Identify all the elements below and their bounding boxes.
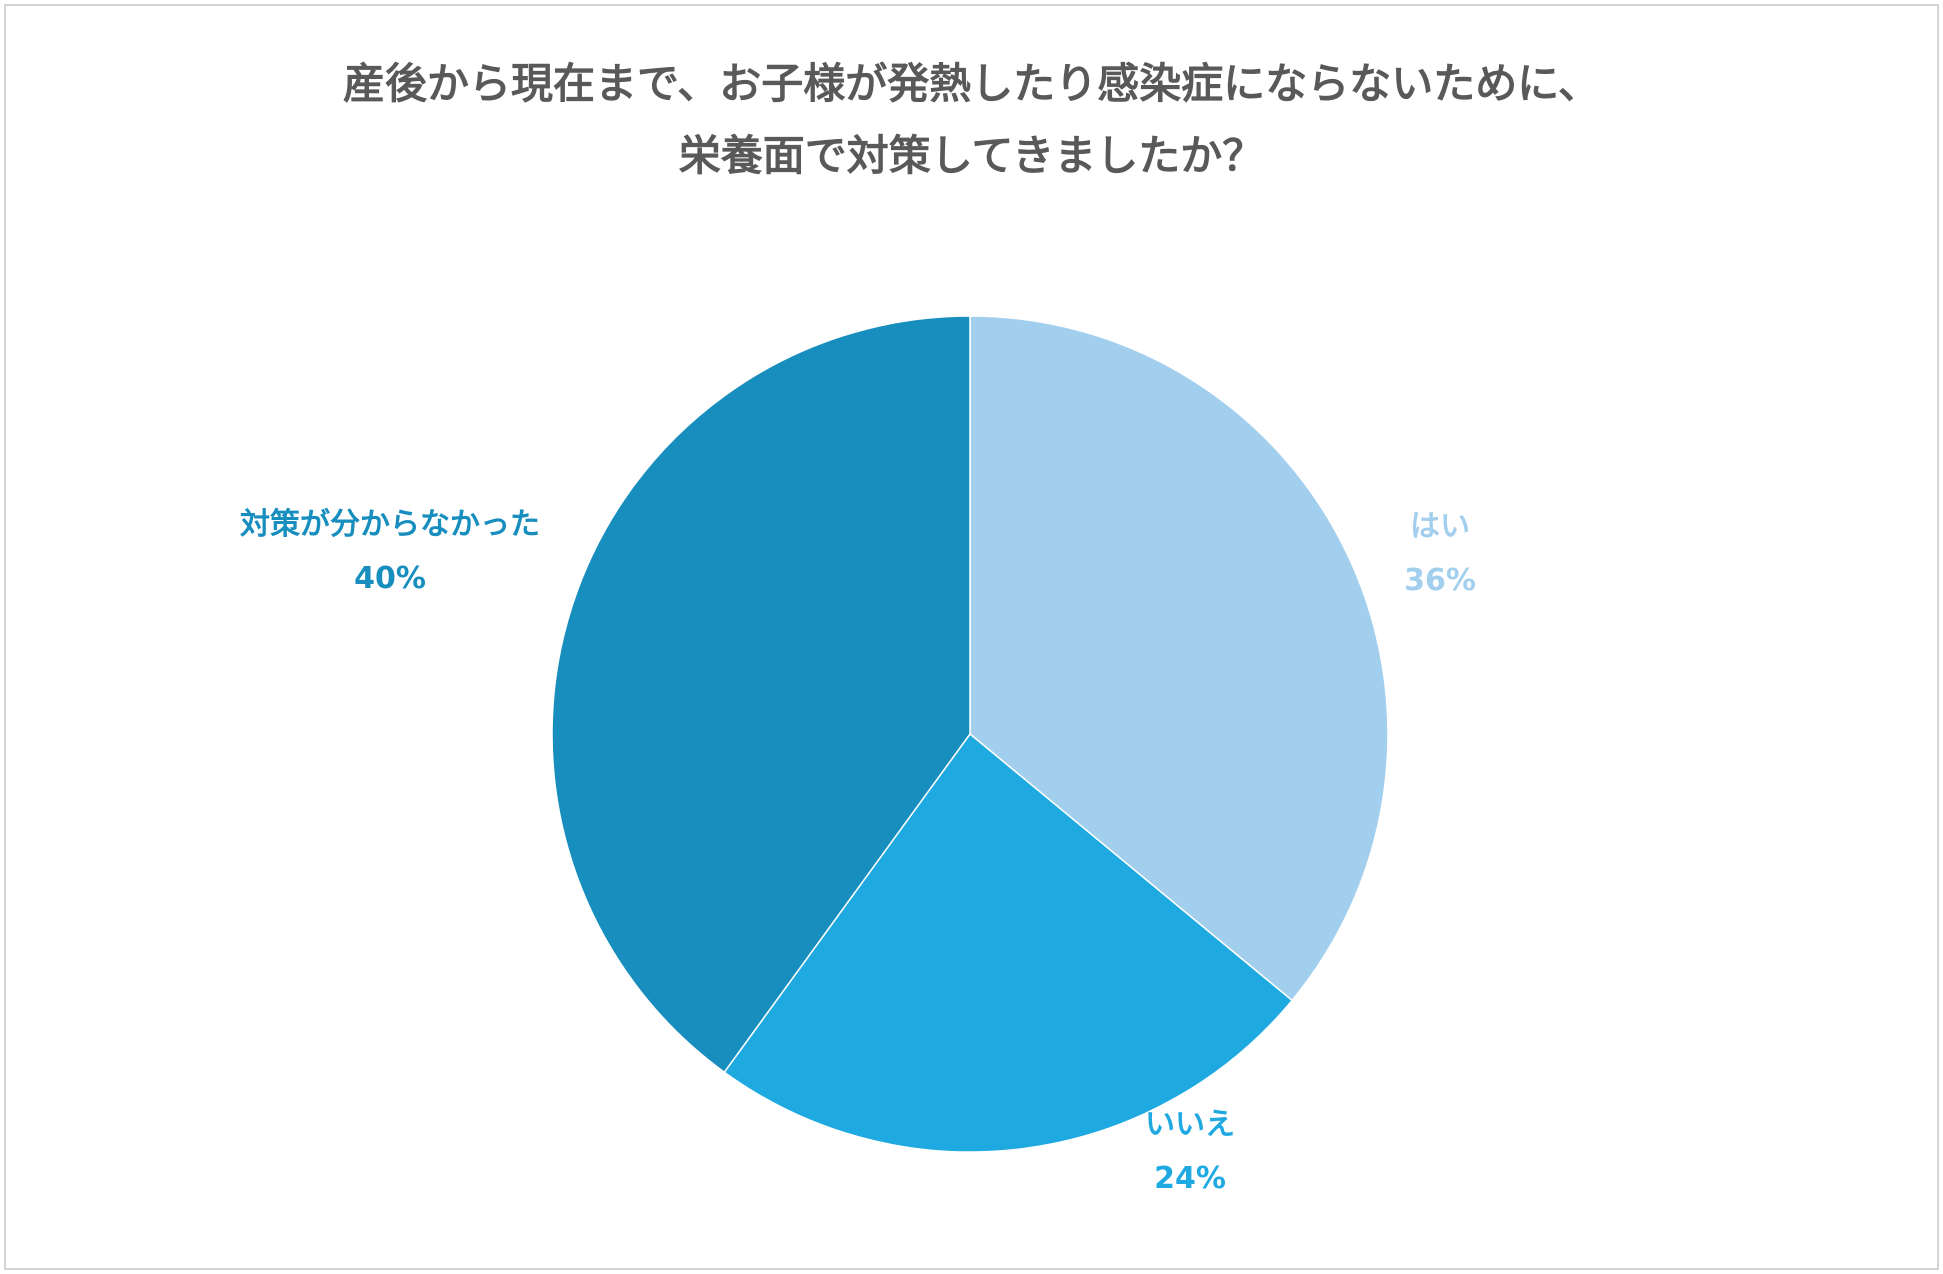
data-label-unknown-category: 対策が分からなかった <box>240 507 540 542</box>
chart-title-line-1: 産後から現在まで、お子様が発熱したり感染症にならないために、 <box>342 59 1601 108</box>
data-label-yes: はい 36% <box>1340 500 1540 608</box>
data-label-no: いいえ 24% <box>1090 1098 1290 1206</box>
data-label-yes-category: はい <box>1410 509 1470 544</box>
data-label-no-value: 24% <box>1154 1161 1226 1196</box>
data-label-unknown: 対策が分からなかった 40% <box>160 498 620 606</box>
pie-slice-unknown <box>551 315 971 1073</box>
chart-title-line-2: 栄養面で対策してきましたか？ <box>678 131 1265 180</box>
pie-slice-yes <box>969 315 1389 1002</box>
pie-slice-no <box>723 733 1293 1153</box>
pie-slices <box>551 315 1389 1153</box>
data-label-no-category: いいえ <box>1145 1107 1235 1142</box>
data-label-unknown-value: 40% <box>354 561 426 596</box>
chart-title: 産後から現在まで、お子様が発熱したり感染症にならないために、 栄養面で対策してき… <box>0 48 1943 192</box>
data-label-yes-value: 36% <box>1404 563 1476 598</box>
